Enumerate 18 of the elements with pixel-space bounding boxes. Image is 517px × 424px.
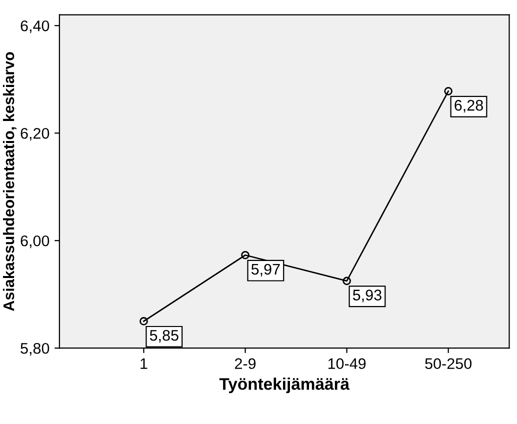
data-label: 6,28: [454, 100, 483, 113]
x-tick-label: 2-9: [234, 358, 256, 370]
x-tick-label: 50-250: [425, 358, 472, 370]
y-tick-label: 6,20: [20, 128, 50, 141]
y-tick-label: 6,00: [20, 235, 50, 248]
x-tick-label: 10-49: [328, 358, 366, 370]
x-axis-title: Työntekijämäärä: [219, 378, 350, 394]
x-tick-label: 1: [140, 358, 148, 369]
point: [342, 276, 351, 286]
y-tick-label: 6,40: [20, 20, 50, 34]
data-label: 5,93: [352, 290, 382, 302]
y-axis-title: Asiakassuhdeorientaatio, keskiarvo: [2, 52, 16, 311]
point: [140, 317, 148, 326]
point: [444, 87, 452, 96]
y-tick-label: 5,80: [20, 342, 50, 356]
data-label: 5,85: [150, 330, 178, 343]
data-label: 5,97: [251, 264, 280, 276]
point: [241, 250, 250, 260]
